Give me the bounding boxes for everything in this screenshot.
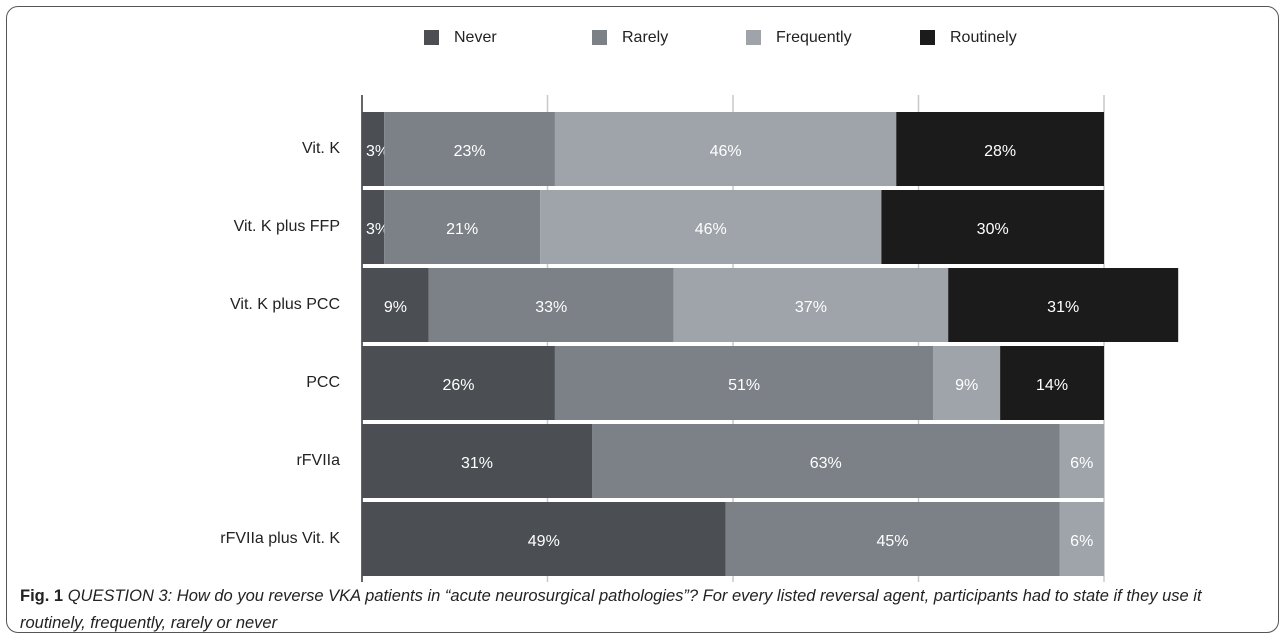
legend-swatch	[746, 30, 761, 45]
value-label: 30%	[977, 221, 1009, 238]
value-label: 14%	[1036, 377, 1068, 394]
legend-label: Never	[454, 29, 497, 46]
value-label: 26%	[442, 377, 474, 394]
bar-segment	[362, 112, 385, 186]
value-label: 21%	[446, 221, 478, 238]
bar-segment	[384, 190, 541, 264]
caption: Fig. 1 QUESTION 3: How do you reverse VK…	[20, 583, 1270, 637]
bar-segment	[1059, 502, 1104, 576]
bar-segment	[362, 268, 429, 342]
value-label: 28%	[984, 143, 1016, 160]
bar-segment	[540, 190, 882, 264]
bar-segment	[1059, 424, 1104, 498]
value-label: 31%	[461, 455, 493, 472]
bar-segment	[592, 424, 1060, 498]
y-tick-label: PCC	[306, 374, 340, 391]
value-label: 46%	[695, 221, 727, 238]
value-label: 49%	[528, 533, 560, 550]
value-label: 31%	[1047, 299, 1079, 316]
bar-segment	[881, 190, 1104, 264]
legend-label: Frequently	[776, 29, 852, 46]
bar-segment	[362, 190, 385, 264]
bar-segment	[896, 112, 1104, 186]
bar-segment	[1000, 346, 1104, 420]
legend-swatch	[592, 30, 607, 45]
legend-swatch	[920, 30, 935, 45]
value-label: 33%	[535, 299, 567, 316]
value-label: 6%	[1070, 533, 1093, 550]
bar-segment	[428, 268, 674, 342]
value-label: 3%	[366, 221, 389, 238]
legend-label: Rarely	[622, 29, 668, 46]
caption-label: Fig. 1	[20, 587, 64, 605]
bar-segment	[362, 346, 555, 420]
value-label: 6%	[1070, 455, 1093, 472]
bar-segment	[933, 346, 1001, 420]
y-tick-label: Vit. K	[302, 140, 340, 157]
bar-segment	[554, 346, 934, 420]
bar-segment	[384, 112, 555, 186]
value-label: 63%	[810, 455, 842, 472]
legend-swatch	[424, 30, 439, 45]
bar-segment	[362, 424, 593, 498]
y-tick-label: Vit. K plus FFP	[234, 218, 340, 235]
value-label: 51%	[728, 377, 760, 394]
bar-segment	[673, 268, 949, 342]
bar-segment	[554, 112, 897, 186]
bar-segment	[362, 502, 726, 576]
value-label: 45%	[877, 533, 909, 550]
bar-segment	[725, 502, 1060, 576]
frame	[6, 6, 1279, 633]
bar-segment	[948, 268, 1179, 342]
value-label: 3%	[366, 143, 389, 160]
y-tick-label: Vit. K plus PCC	[230, 296, 340, 313]
y-tick-label: rFVIIa	[296, 452, 340, 469]
legend-label: Routinely	[950, 29, 1017, 46]
value-label: 46%	[710, 143, 742, 160]
caption-text: QUESTION 3: How do you reverse VKA patie…	[20, 587, 1202, 632]
value-label: 9%	[384, 299, 407, 316]
value-label: 37%	[795, 299, 827, 316]
value-label: 9%	[955, 377, 978, 394]
y-tick-label: rFVIIa plus Vit. K	[220, 530, 340, 547]
value-label: 23%	[454, 143, 486, 160]
